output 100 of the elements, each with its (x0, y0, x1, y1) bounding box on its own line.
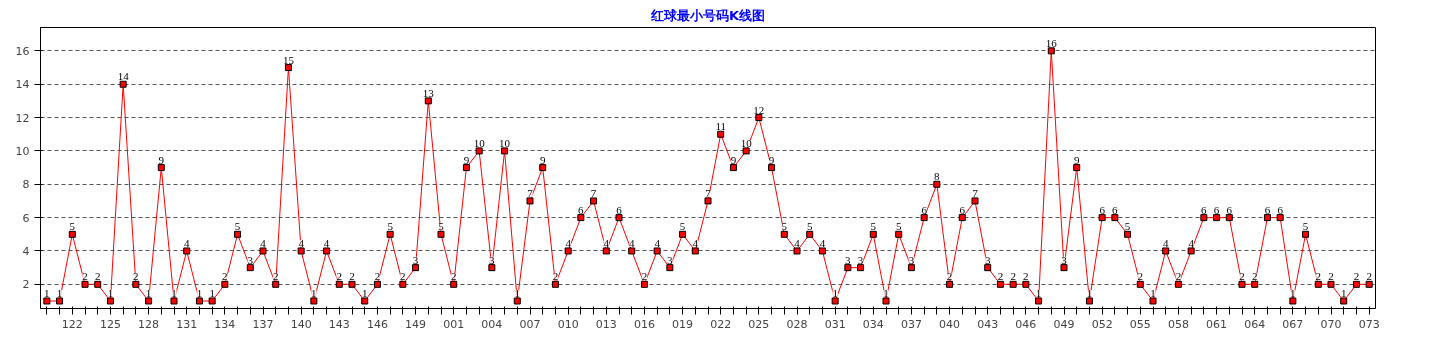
data-label: 2 (94, 270, 101, 283)
data-label: 5 (387, 220, 394, 233)
data-label: 4 (692, 236, 699, 249)
data-label: 3 (667, 253, 674, 266)
x-tick-label: 061 (1206, 317, 1228, 331)
x-tick-label: 025 (748, 317, 770, 331)
data-label: 3 (908, 253, 915, 266)
data-label: 2 (400, 270, 406, 283)
data-label: 4 (183, 236, 190, 249)
x-tick-label: 122 (61, 317, 83, 331)
data-label: 5 (895, 220, 902, 233)
data-label: 1 (361, 287, 368, 299)
y-tick-label: 8 (22, 178, 30, 192)
x-tick-label: 001 (443, 317, 465, 331)
data-label: 5 (781, 220, 788, 233)
y-tick-label: 10 (15, 144, 30, 158)
x-tick-label: 013 (595, 317, 617, 331)
data-label: 5 (1302, 220, 1309, 233)
x-tick-label: 128 (138, 317, 160, 331)
data-label: 2 (1353, 270, 1360, 283)
data-label: 2 (552, 270, 559, 283)
data-label: 2 (997, 270, 1004, 283)
y-tick-label: 16 (15, 44, 30, 58)
data-label: 1 (1340, 287, 1347, 299)
data-label: 10 (473, 136, 486, 149)
data-label: 14 (117, 70, 130, 83)
x-tick-label: 037 (900, 317, 922, 331)
data-label: 2 (1251, 270, 1258, 283)
x-tick-label: 146 (366, 317, 388, 331)
data-label: 4 (1188, 236, 1195, 249)
data-label: 2 (222, 270, 228, 283)
data-label: 3 (1061, 253, 1068, 266)
data-label: 2 (349, 270, 355, 283)
data-label: 1 (209, 287, 215, 299)
data-label: 11 (715, 120, 727, 133)
data-label: 2 (374, 270, 381, 283)
data-label: 9 (158, 153, 165, 166)
data-label: 1 (171, 287, 177, 299)
data-label: 1 (1290, 287, 1296, 299)
data-label: 5 (234, 220, 241, 233)
data-label: 2 (272, 270, 279, 283)
x-tick-label: 064 (1244, 317, 1266, 331)
data-label: 3 (412, 253, 419, 266)
x-tick-label: 016 (633, 317, 655, 331)
data-label: 1 (1150, 287, 1156, 299)
x-tick-label: 052 (1091, 317, 1113, 331)
data-label: 1 (44, 287, 50, 299)
data-label: 6 (1201, 203, 1208, 216)
data-label: 3 (984, 253, 991, 266)
data-label: 6 (921, 203, 928, 216)
data-label: 16 (1045, 36, 1058, 49)
x-tick-label: 004 (481, 317, 503, 331)
data-label: 5 (438, 220, 445, 233)
data-label: 7 (590, 186, 597, 199)
data-label: 2 (1137, 270, 1144, 283)
data-label: 2 (1328, 270, 1334, 283)
x-tick-label: 134 (214, 317, 236, 331)
data-label: 2 (641, 270, 648, 283)
data-label: 6 (1112, 203, 1119, 216)
data-label: 4 (603, 236, 610, 249)
data-label: 1 (196, 287, 203, 299)
data-label: 2 (1175, 270, 1182, 283)
data-label: 9 (1073, 153, 1080, 166)
data-label: 1 (1086, 287, 1093, 299)
data-label: 13 (422, 86, 435, 99)
x-tick-label: 049 (1053, 317, 1075, 331)
data-label: 7 (705, 186, 712, 199)
y-tick-label: 2 (22, 278, 30, 292)
x-tick-label: 007 (519, 317, 541, 331)
x-tick-label: 010 (557, 317, 579, 331)
data-label: 2 (336, 270, 343, 283)
x-tick-label: 070 (1320, 317, 1342, 331)
y-tick-label: 6 (22, 211, 30, 225)
data-label: 1 (514, 287, 521, 299)
x-tick-label: 131 (176, 317, 198, 331)
data-label: 6 (1264, 203, 1271, 216)
data-label: 10 (740, 136, 753, 149)
data-label: 1 (832, 287, 838, 299)
data-label: 4 (260, 236, 267, 249)
data-label: 6 (1099, 203, 1106, 216)
data-label: 4 (1162, 236, 1169, 249)
data-label: 1 (1035, 287, 1042, 299)
data-label: 3 (489, 253, 496, 266)
data-label: 10 (499, 136, 511, 149)
data-label: 2 (1315, 270, 1322, 283)
x-tick-label: 058 (1167, 317, 1189, 331)
data-label: 9 (539, 153, 546, 166)
data-label: 2 (82, 270, 88, 283)
data-label: 1 (107, 287, 114, 299)
data-label: 2 (1010, 270, 1016, 283)
data-label: 9 (730, 153, 737, 166)
data-label: 4 (298, 236, 305, 249)
data-label: 8 (934, 170, 941, 183)
x-tick-label: 125 (99, 317, 121, 331)
x-tick-label: 019 (672, 317, 694, 331)
x-tick-label: 040 (939, 317, 961, 331)
data-label: 2 (946, 270, 953, 283)
x-tick-label: 149 (405, 317, 427, 331)
data-label: 6 (616, 203, 623, 216)
chart-title: 红球最小号码K线图 (649, 7, 766, 23)
